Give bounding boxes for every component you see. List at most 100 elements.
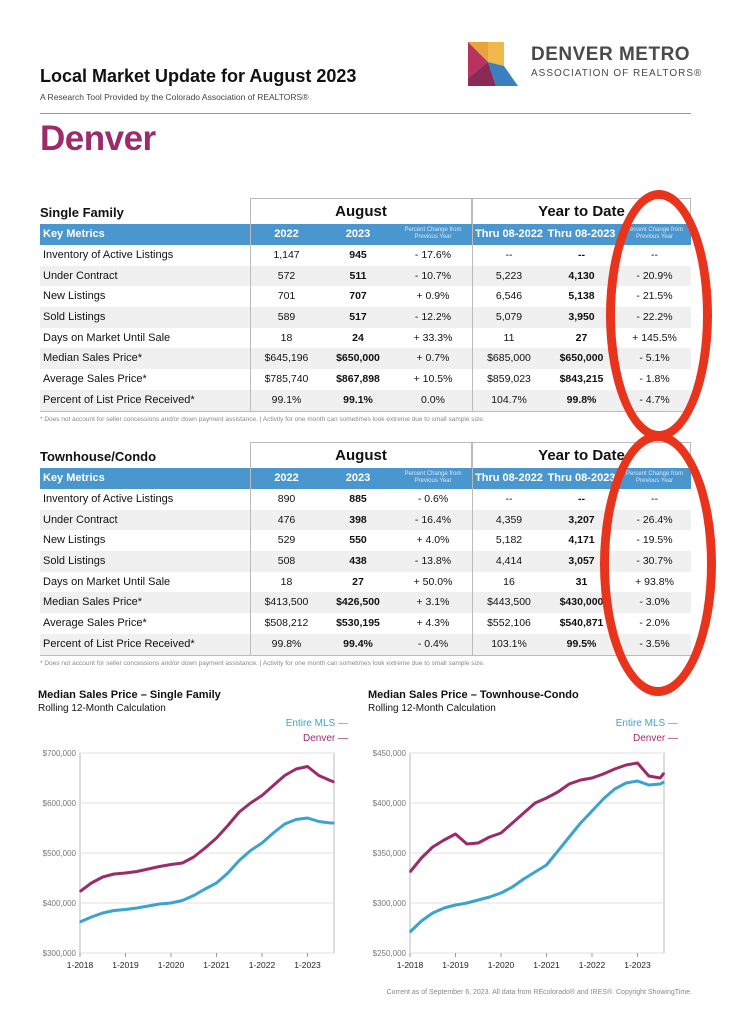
metric-name: Percent of List Price Received* [43, 637, 195, 650]
value-2023: 438 [349, 555, 367, 568]
ytd-2023: 99.5% [566, 637, 597, 650]
footnote: * Does not account for seller concession… [40, 654, 691, 667]
denver-line-point [238, 811, 241, 813]
value-2023: 550 [349, 534, 367, 547]
value-2022: 589 [250, 307, 322, 328]
table-row: Percent of List Price Received* 99.8% 99.4… [40, 633, 691, 655]
entire-mls-line-point [659, 783, 662, 785]
denver-line-point [613, 768, 616, 770]
entire-mls-line-point [488, 896, 491, 898]
chart-title: Median Sales Price – Single Family [38, 689, 221, 701]
annotation-circle [600, 432, 716, 696]
pct-change: + 50.0% [413, 575, 453, 588]
entire-mls-line-point [181, 899, 184, 902]
entire-mls-line-point [431, 912, 434, 914]
entire-mls-line-point [306, 817, 309, 819]
col-key-metrics: Key Metrics [43, 228, 105, 240]
table-row: New Listings 529 550 + 4.0% 5,182 4,171- 19.5… [40, 530, 691, 552]
denver-line-point [170, 863, 172, 866]
entire-mls-line [79, 816, 334, 924]
denver-line-point [136, 870, 138, 873]
value-2023: 945 [349, 249, 367, 261]
x-tick-label: 1-2023 [294, 960, 321, 970]
pct-change: + 4.3% [416, 617, 450, 630]
ytd-2022: -- [472, 245, 545, 266]
ytd-2023: 3,057 [568, 555, 595, 568]
denver-line-point [545, 797, 548, 799]
chart-townhouse-condo: Median Sales Price – Townhouse-Condo Rol… [368, 689, 688, 970]
entire-mls-line-point [454, 904, 457, 906]
denver-line-point [261, 794, 263, 797]
x-tick-label: 1-2021 [203, 960, 230, 970]
entire-mls-line-point [648, 784, 650, 786]
ytd-2023: 27 [575, 331, 588, 344]
x-tick-label: 1-2019 [112, 960, 139, 970]
entire-mls-line-point [113, 909, 115, 912]
ytd-2022: 4,414 [472, 551, 545, 572]
denver-line-point [147, 868, 150, 870]
dmar-logo-icon [468, 42, 518, 86]
pct-change: + 0.7% [416, 352, 450, 365]
entire-mls-line-point [136, 907, 138, 909]
pct-change: + 10.5% [413, 373, 453, 386]
denver-line-point [420, 857, 423, 859]
metric-name: Days on Market Until Sale [43, 331, 171, 344]
ytd-2023: $430,000 [559, 596, 604, 609]
single-family-section: Single Family August Year to Date Key Me… [40, 198, 691, 423]
entire-mls-line-point [192, 894, 195, 897]
entire-mls-line-point [613, 788, 616, 790]
entire-mls-line-point [101, 912, 104, 914]
ytd-2023: 3,950 [568, 311, 595, 324]
y-tick-label: $500,000 [43, 849, 77, 858]
metric-name: Inventory of Active Listings [43, 249, 174, 261]
value-2023: 398 [349, 513, 367, 526]
entire-mls-line-point [158, 903, 161, 905]
denver-line [408, 761, 666, 873]
entire-mls-line-point [663, 781, 665, 783]
entire-mls-line-point [227, 872, 229, 874]
col-2022: 2022 [250, 468, 322, 489]
ytd-2022: 5,079 [472, 307, 545, 328]
denver-line-point [283, 774, 286, 777]
city-name: Denver [40, 119, 156, 158]
entire-mls-line-point [90, 916, 93, 918]
denver-line-point [579, 779, 582, 781]
x-tick-label: 1-2019 [442, 960, 469, 970]
denver-line-point [113, 873, 115, 875]
chart-single-family: Median Sales Price – Single Family Rolli… [38, 689, 358, 970]
entire-mls-line-point [636, 780, 639, 782]
entire-mls-line-point [420, 920, 423, 922]
x-tick-label: 1-2022 [579, 960, 606, 970]
section-title: Single Family [40, 205, 124, 220]
denver-line-point [602, 773, 605, 775]
value-2023: 885 [349, 493, 367, 505]
pct-change: - 17.6% [414, 249, 452, 261]
ytd-2022: 4,359 [472, 509, 545, 531]
metric-name: Under Contract [43, 269, 118, 282]
table-row: Sold Listings 508 438- 13.8% 4,414 3,057- 30… [40, 551, 691, 572]
col-pct-change: Percent Change from Previous Year [404, 227, 462, 240]
ytd-2022: 11 [472, 327, 545, 349]
metric-name: Sold Listings [43, 555, 106, 568]
legend-denver: Denver — [632, 733, 678, 744]
value-2022: $508,212 [250, 613, 322, 634]
line-chart: $700,000 $600,000 $500,000 $400,000 $300,000… [43, 749, 335, 970]
denver-line-point [124, 872, 127, 874]
x-tick-label: 1-2023 [624, 960, 651, 970]
col-thru-2022: Thru 08-2022 [472, 468, 545, 489]
metric-name: Inventory of Active Listings [43, 493, 174, 505]
entire-mls-line-point [147, 905, 150, 907]
table-row: Sold Listings 589 517- 12.2% 5,079 3,950- 22… [40, 307, 691, 328]
y-tick-label: $400,000 [373, 799, 407, 808]
entire-mls-line-point [295, 818, 297, 821]
entire-mls-line [408, 779, 665, 934]
x-tick-label: 1-2018 [67, 960, 94, 970]
denver-line-point [158, 865, 161, 868]
ytd-2022: $552,106 [472, 613, 545, 634]
page-title: Local Market Update for August 2023 [40, 66, 357, 86]
denver-line-point [648, 775, 650, 777]
value-2022: $785,740 [250, 369, 322, 390]
table-row: Days on Market Until Sale 18 27 + 50.0% 16 31… [40, 571, 691, 593]
metric-name: Average Sales Price* [43, 617, 147, 630]
denver-line-point [636, 762, 639, 764]
